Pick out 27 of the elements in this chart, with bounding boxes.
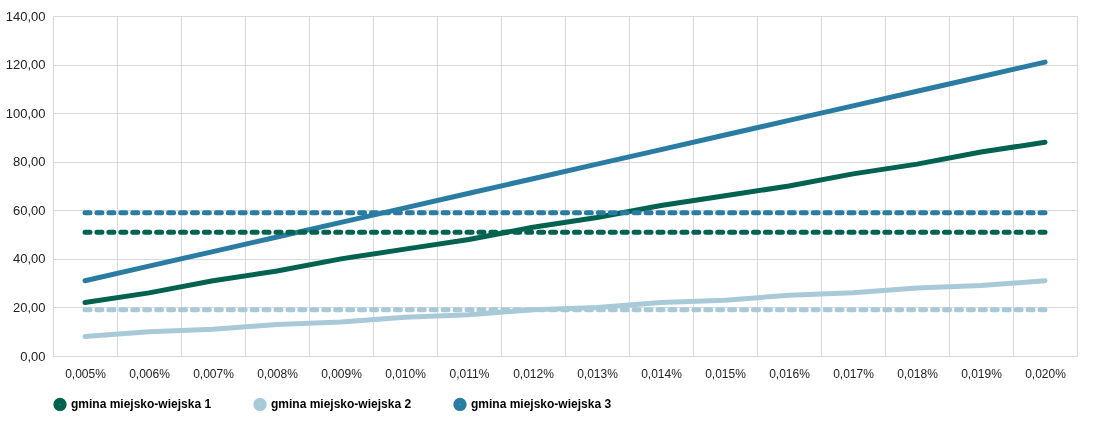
- x-tick-label: 0,015%: [705, 366, 747, 381]
- x-tick-label: 0,008%: [257, 366, 299, 381]
- x-tick-label: 0,013%: [577, 366, 619, 381]
- legend-label: gmina miejsko-wiejska 1: [71, 397, 212, 412]
- y-tick-label: 100,00: [5, 105, 46, 121]
- x-tick-label: 0,007%: [193, 366, 235, 381]
- x-tick-label: 0,018%: [897, 366, 939, 381]
- x-tick-label: 0,016%: [769, 366, 811, 381]
- y-tick-label: 140,00: [5, 8, 46, 24]
- x-tick-label: 0,014%: [641, 366, 683, 381]
- x-tick-label: 0,020%: [1025, 366, 1067, 381]
- legend-label: gmina miejsko-wiejska 2: [271, 397, 412, 412]
- x-tick-label: 0,017%: [833, 366, 875, 381]
- y-tick-label: 60,00: [12, 202, 46, 218]
- x-tick-label: 0,006%: [129, 366, 171, 381]
- y-tick-label: 0,00: [20, 348, 46, 364]
- x-tick-label: 0,009%: [321, 366, 363, 381]
- legend-label: gmina miejsko-wiejska 3: [471, 397, 612, 412]
- y-tick-label: 20,00: [12, 299, 46, 315]
- x-tick-label: 0,011%: [449, 366, 490, 381]
- y-tick-label: 120,00: [5, 57, 46, 73]
- y-tick-label: 40,00: [12, 251, 46, 267]
- x-tick-label: 0,012%: [513, 366, 555, 381]
- x-tick-label: 0,005%: [65, 366, 107, 381]
- y-tick-label: 80,00: [12, 154, 46, 170]
- x-tick-label: 0,010%: [385, 366, 427, 381]
- x-tick-label: 0,019%: [961, 366, 1003, 381]
